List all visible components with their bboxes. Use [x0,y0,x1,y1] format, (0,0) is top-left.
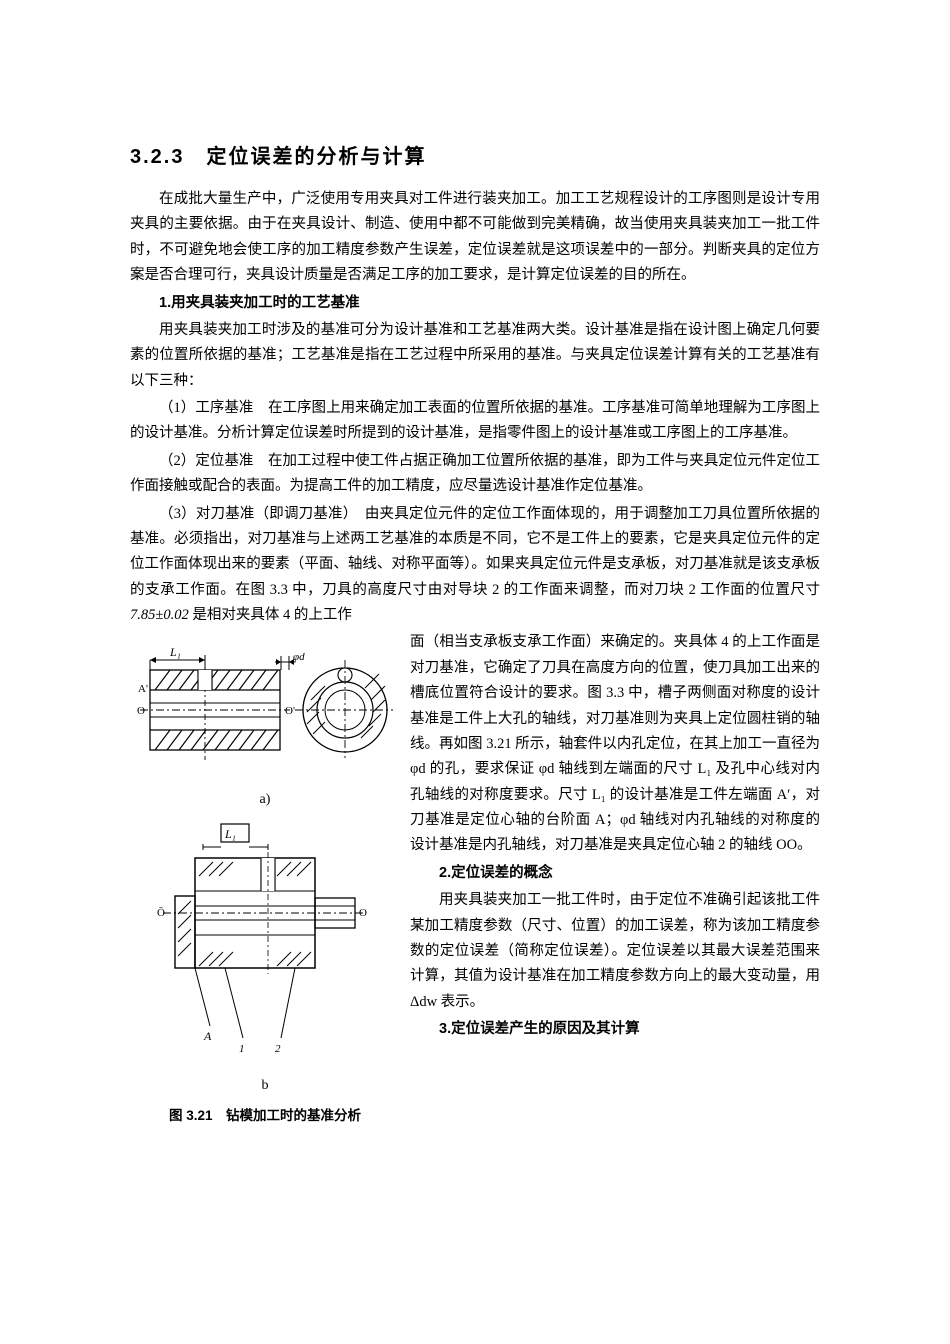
label-2: 2 [275,1043,281,1055]
p5-prefix: （3）对刀基准（即调刀基准） 由夹具定位元件的定位工作面体现的，用于调整加工刀具… [130,506,820,598]
section-title: 3.2.3 定位误差的分析与计算 [130,140,820,169]
label-1: 1 [239,1043,245,1055]
label-O-left: O [137,705,145,717]
subhead-3: 3.定位误差产生的原因及其计算 [410,1017,820,1042]
fig-label-b: b [262,1078,269,1094]
right-paragraph-1: 面（相当支承板支承工作面）来确定的。夹具体 4 的上工作面是对刀基准，它确定了刀… [410,630,820,858]
p5-value: 7.85±0.02 [130,607,189,623]
paragraph-2: 用夹具装夹加工时涉及的基准可分为设计基准和工艺基准两大类。设计基准是指在设计图上… [130,318,820,394]
label-A-prime: A' [138,683,148,695]
figure-caption: 图 3.21 钻模加工时的基准分析 [169,1104,361,1124]
paragraph-4: （2）定位基准 在加工过程中使工件占据正确加工位置所依据的基准，即为工件与夹具定… [130,449,820,500]
right-text-column: 面（相当支承板支承工作面）来确定的。夹具体 4 的上工作面是对刀基准，它确定了刀… [410,630,820,1124]
label-A: A [203,1029,212,1043]
paragraph-5: （3）对刀基准（即调刀基准） 由夹具定位元件的定位工作面体现的，用于调整加工刀具… [130,502,820,629]
p5-suffix: 是相对夹具体 4 的上工作 [189,607,352,623]
label-Obar: Ō [157,907,165,919]
label-L1: L₁ [169,645,181,659]
subhead-1: 1.用夹具装夹加工时的工艺基准 [130,291,820,316]
label-phi-d: φd [293,651,305,663]
label-L1-box: L₁ [224,827,236,841]
figure-column: O O' A' L₁ [130,630,400,1124]
two-column-section: O O' A' L₁ [130,630,820,1124]
right-paragraph-2: 用夹具装夹加工一批工件时，由于定位不准确引起该批工件某加工精度参数（尺寸、位置）… [410,888,820,1015]
diagram-b: L₁ [155,816,375,1076]
label-O-prime: O' [285,705,295,717]
diagram-a: O O' A' L₁ [135,630,395,790]
subhead-2: 2.定位误差的概念 [410,861,820,886]
intro-paragraph: 在成批大量生产中，广泛使用专用夹具对工件进行装夹加工。加工工艺规程设计的工序图则… [130,187,820,289]
fig-label-a: a) [260,792,271,808]
figure-3-21: O O' A' L₁ [130,630,400,1124]
label-O-right: O [359,907,367,919]
paragraph-3: （1）工序基准 在工序图上用来确定加工表面的位置所依据的基准。工序基准可简单地理… [130,396,820,447]
